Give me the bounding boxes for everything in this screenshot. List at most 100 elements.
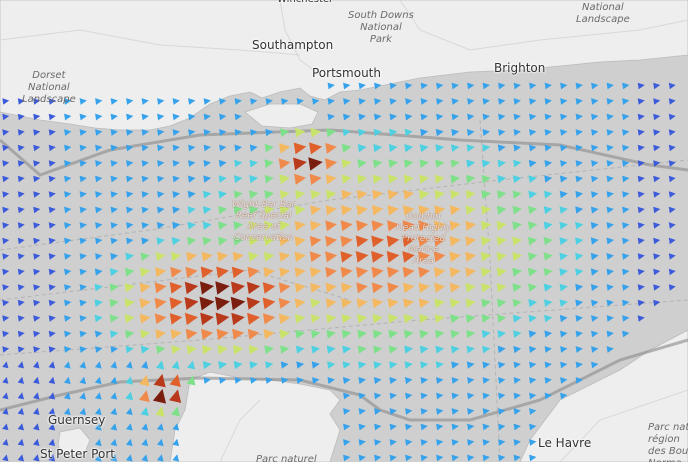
current-arrow [293, 142, 307, 155]
current-arrow [247, 328, 260, 340]
current-arrow [64, 160, 72, 167]
current-arrow [544, 330, 553, 338]
current-arrow [560, 82, 568, 90]
current-arrow [17, 129, 25, 136]
current-arrow [157, 98, 165, 105]
current-arrow [480, 267, 492, 278]
current-arrow [451, 408, 459, 415]
current-arrow [263, 267, 275, 278]
current-arrow [264, 159, 274, 169]
current-arrow [512, 205, 522, 215]
current-arrow [405, 408, 413, 415]
current-arrow [403, 174, 414, 184]
current-arrow [125, 361, 133, 369]
current-arrow [404, 377, 413, 385]
current-arrow [575, 144, 583, 152]
current-arrow [590, 284, 599, 292]
current-arrow [371, 205, 384, 216]
current-arrow [157, 144, 165, 152]
current-arrow [33, 361, 40, 369]
current-arrow [234, 98, 242, 105]
current-arrow [141, 175, 149, 183]
current-arrow [184, 297, 199, 310]
current-arrow [622, 113, 630, 121]
current-arrow [434, 298, 445, 309]
current-arrow [309, 235, 322, 247]
current-arrow [529, 377, 537, 384]
current-arrow [512, 314, 522, 323]
current-arrow [497, 345, 506, 354]
current-arrow [402, 220, 415, 232]
current-arrow [436, 408, 444, 415]
current-arrow [496, 298, 507, 308]
current-arrow [466, 361, 475, 369]
current-arrow [496, 205, 507, 215]
current-arrow [311, 329, 321, 339]
current-arrow [418, 205, 430, 216]
current-arrow [575, 82, 583, 90]
current-arrow [141, 144, 149, 152]
current-arrow [110, 407, 118, 416]
current-arrow [17, 438, 24, 446]
current-arrow [374, 423, 382, 431]
current-arrow [402, 205, 415, 216]
current-arrow [110, 237, 118, 245]
current-arrow [110, 361, 118, 369]
current-arrow [203, 113, 211, 121]
current-arrow [2, 346, 10, 353]
current-arrow [172, 129, 180, 136]
current-arrow [591, 113, 599, 121]
current-arrow [341, 143, 352, 153]
current-arrow [543, 268, 553, 277]
current-arrow [559, 237, 568, 246]
current-arrow [325, 142, 337, 154]
current-arrow [126, 160, 134, 167]
current-arrow [340, 235, 353, 248]
current-arrow [575, 237, 584, 245]
current-arrow [63, 407, 71, 416]
current-arrow [637, 268, 645, 276]
current-arrow [140, 406, 149, 416]
current-arrow [357, 329, 367, 339]
current-arrow [48, 206, 56, 214]
current-arrow [544, 175, 553, 183]
current-arrow [343, 98, 351, 105]
current-arrow [544, 98, 552, 105]
current-arrow [64, 315, 72, 322]
current-arrow [559, 252, 568, 261]
current-arrow [64, 98, 72, 105]
current-arrow [482, 129, 490, 136]
current-arrow [465, 190, 476, 200]
protected-area-dolphin-head: Dolphin Head Highly Protected Marine Area [396, 212, 451, 266]
current-arrow [170, 266, 182, 278]
current-arrow [187, 360, 196, 370]
current-arrow [33, 222, 41, 229]
current-arrow [622, 268, 630, 276]
current-arrow [169, 313, 183, 325]
current-arrow [668, 268, 676, 276]
current-arrow [529, 423, 537, 431]
current-arrow [543, 206, 553, 215]
current-arrow [467, 454, 475, 462]
current-arrow [528, 283, 538, 292]
current-arrow [575, 315, 583, 322]
current-arrow [653, 222, 661, 229]
current-arrow [389, 423, 397, 431]
current-arrow [231, 281, 245, 295]
current-arrow [544, 113, 552, 121]
current-arrow [513, 377, 521, 384]
current-arrow [278, 158, 291, 170]
current-arrow [419, 174, 430, 184]
current-arrow [544, 82, 552, 90]
place-le-havre: Le Havre [538, 436, 592, 450]
current-arrow [435, 329, 445, 339]
current-arrow [233, 221, 243, 231]
current-arrow [156, 345, 166, 354]
current-arrow [450, 298, 461, 308]
current-arrow [356, 298, 368, 309]
current-arrow [33, 253, 41, 260]
current-arrow [451, 392, 459, 400]
current-arrow [2, 144, 10, 152]
